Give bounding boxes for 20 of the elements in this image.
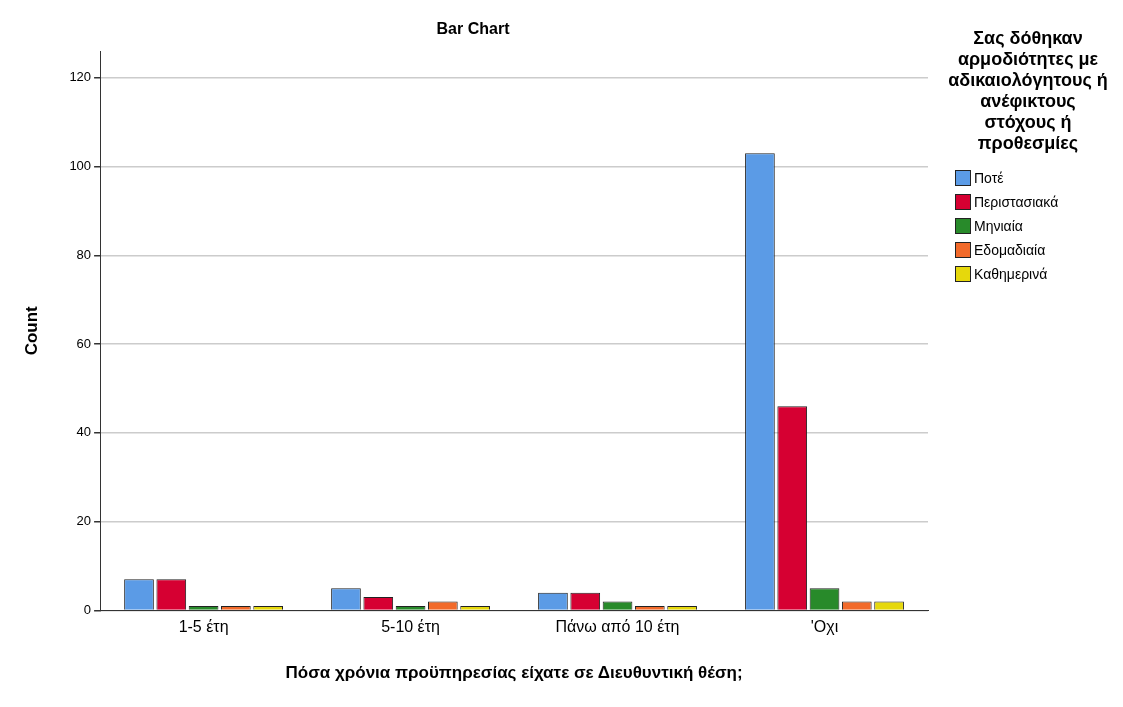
legend-label: Καθημερινά [974, 266, 1048, 282]
legend-label: Ποτέ [974, 170, 1004, 186]
x-tick-label: 'Οχι [810, 618, 839, 636]
chart-title: Bar Chart [436, 20, 511, 38]
x-tick-label: 5-10 έτη [381, 618, 440, 636]
legend-label: Μηνιαία [974, 218, 1023, 234]
y-tick-label: 120 [69, 69, 92, 85]
x-tick-label: 1-5 έτη [178, 618, 229, 636]
y-tick-label: 0 [83, 601, 92, 617]
y-tick-label: 20 [76, 513, 92, 529]
legend-label: Εδομαδιαία [974, 242, 1046, 258]
legend-label: Περιστασιακά [974, 194, 1059, 210]
y-tick-label: 100 [69, 158, 92, 174]
y-axis-title: Count [21, 305, 41, 356]
legend-title: Σας δόθηκαν αρμοδιότητες με αδικαιολόγητους ή ανέφικτους στόχους ή προθεσμίες [947, 28, 1109, 154]
y-tick-label: 40 [76, 424, 92, 440]
x-axis-title: Πόσα χρόνια προϋπηρεσίας είχατε σε Διευθυντική θέση; [285, 663, 743, 683]
y-tick-label: 60 [76, 335, 92, 351]
y-tick-label: 80 [76, 246, 92, 262]
x-tick-label: Πάνω από 10 έτη [555, 618, 680, 636]
